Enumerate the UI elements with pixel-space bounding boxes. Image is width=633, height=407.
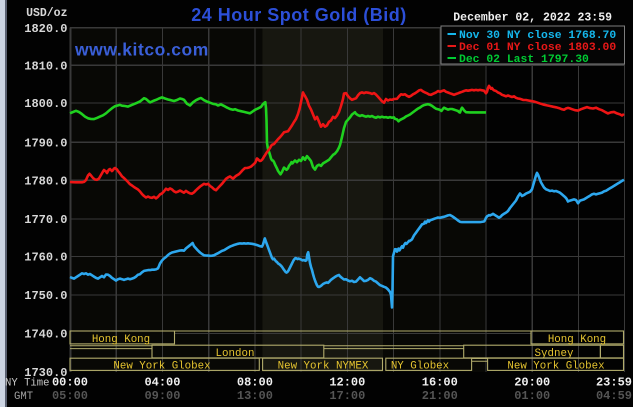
svg-text:NY Time: NY Time [5,377,50,389]
svg-text:Hong Kong: Hong Kong [92,334,150,346]
svg-text:20:00: 20:00 [514,375,550,389]
svg-text:1810.0: 1810.0 [24,59,67,73]
svg-text:1730.0: 1730.0 [24,366,67,380]
svg-text:16:00: 16:00 [422,375,458,389]
svg-text:Hong Kong: Hong Kong [548,334,606,346]
svg-text:1790.0: 1790.0 [24,136,67,150]
svg-text:Nov 30 NY close 1768.70: Nov 30 NY close 1768.70 [459,30,616,42]
svg-text:GMT: GMT [14,391,33,403]
svg-text:04:59: 04:59 [596,389,632,403]
svg-text:17:00: 17:00 [329,389,365,403]
svg-text:New York Globex: New York Globex [113,361,210,373]
svg-text:1780.0: 1780.0 [24,174,67,188]
svg-text:USD/oz: USD/oz [26,7,68,20]
svg-text:08:00: 08:00 [237,375,273,389]
svg-text:1740.0: 1740.0 [24,328,67,342]
svg-text:09:00: 09:00 [144,389,180,403]
svg-text:1800.0: 1800.0 [24,97,67,111]
svg-text:Dec 02 Last 1797.30: Dec 02 Last 1797.30 [459,54,589,66]
svg-text:21:00: 21:00 [422,389,458,403]
svg-text:Sydney: Sydney [535,348,574,360]
svg-text:00:00: 00:00 [52,375,88,389]
svg-text:13:00: 13:00 [237,389,273,403]
svg-text:NY Globex: NY Globex [391,361,449,373]
svg-text:05:00: 05:00 [52,389,88,403]
svg-text:New York NYMEX: New York NYMEX [278,361,369,373]
svg-text:1770.0: 1770.0 [24,213,67,227]
svg-text:1750.0: 1750.0 [24,289,67,303]
svg-text:24 Hour Spot Gold (Bid): 24 Hour Spot Gold (Bid) [191,5,407,25]
svg-text:1760.0: 1760.0 [24,251,67,265]
svg-text:12:00: 12:00 [329,375,365,389]
svg-text:01:00: 01:00 [514,389,550,403]
svg-text:www.kitco.com: www.kitco.com [74,40,209,60]
svg-text:London: London [216,348,255,360]
svg-text:New York Globex: New York Globex [507,361,604,373]
svg-text:23:59: 23:59 [596,375,632,389]
svg-text:04:00: 04:00 [144,375,180,389]
svg-text:December 02, 2022 23:59: December 02, 2022 23:59 [453,12,612,25]
svg-text:1820.0: 1820.0 [24,22,67,36]
svg-text:Dec 01 NY close 1803.00: Dec 01 NY close 1803.00 [459,42,616,54]
